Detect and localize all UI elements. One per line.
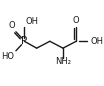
Text: O: O — [9, 21, 15, 30]
Text: OH: OH — [25, 17, 38, 26]
Text: O: O — [73, 16, 80, 25]
Text: NH₂: NH₂ — [55, 57, 71, 66]
Text: OH: OH — [90, 37, 103, 46]
Text: HO: HO — [1, 52, 14, 61]
Text: P: P — [21, 36, 28, 46]
